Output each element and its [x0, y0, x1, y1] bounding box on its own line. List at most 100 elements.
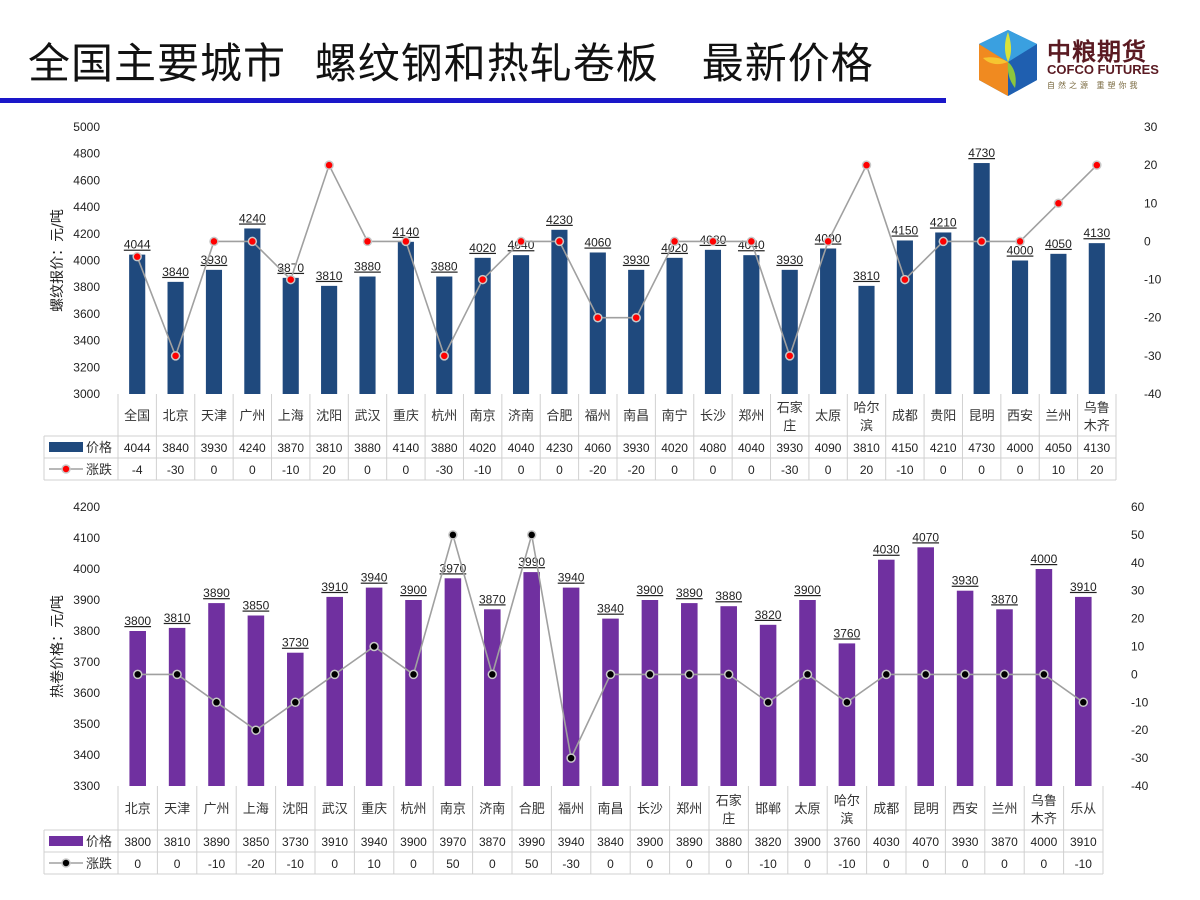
price-bar — [405, 600, 422, 786]
y-axis-title: 热卷价格：元/吨 — [50, 595, 66, 698]
price-bar — [917, 547, 934, 786]
y-axis-tick-label: 3000 — [73, 387, 100, 401]
price-bar — [666, 257, 683, 394]
table-change-cell: 0 — [174, 857, 181, 871]
change-marker — [920, 669, 931, 680]
table-price-cell: 4000 — [1031, 835, 1058, 849]
bar-data-label: 4030 — [873, 543, 900, 557]
table-price-cell: 3930 — [952, 835, 979, 849]
price-bar — [167, 281, 184, 394]
category-label: 福州 — [558, 802, 584, 817]
table-change-cell: 0 — [1017, 463, 1024, 477]
category-label: 重庆 — [361, 801, 387, 817]
change-marker — [172, 669, 182, 680]
category-label: 杭州 — [400, 802, 426, 817]
bar-data-label: 3900 — [637, 583, 664, 597]
bar-data-label: 3760 — [834, 626, 861, 640]
price-bar — [996, 609, 1013, 786]
change-marker — [477, 274, 488, 285]
category-label: 北京 — [163, 409, 189, 424]
table-change-cell: 0 — [962, 857, 969, 871]
table-price-cell: 3890 — [676, 835, 703, 849]
table-price-cell: 3840 — [597, 835, 624, 849]
y2-axis-tick-label: -20 — [1144, 311, 1162, 325]
change-line — [136, 163, 1098, 359]
price-bar — [129, 254, 146, 394]
table-change-cell: 0 — [134, 857, 141, 871]
category-label: 兰州 — [991, 802, 1017, 817]
table-price-cell: 4230 — [546, 441, 573, 455]
y-axis-tick-label: 3300 — [73, 779, 100, 793]
category-label: 南宁 — [662, 408, 688, 424]
change-marker — [362, 236, 373, 247]
change-marker — [439, 351, 450, 361]
change-marker — [999, 669, 1010, 680]
rebar-price-chart: 3000320034003600380040004200440046004800… — [43, 120, 1162, 481]
change-marker — [247, 236, 258, 247]
y-axis-tick-label: 4200 — [73, 227, 100, 241]
table-change-cell: 10 — [1052, 463, 1066, 477]
table-change-cell: -10 — [287, 857, 305, 871]
table-price-cell: 3800 — [124, 835, 151, 849]
bar-data-label: 3880 — [354, 260, 381, 274]
bar-data-label: 4230 — [546, 213, 573, 227]
y-axis-tick-label: 4800 — [73, 147, 100, 161]
category-label: 上海 — [278, 409, 304, 424]
category-label: 哈尔 — [853, 401, 879, 416]
table-change-cell: 0 — [710, 463, 717, 477]
category-label: 南京 — [440, 801, 466, 817]
table-price-cell: 3890 — [203, 835, 230, 849]
bar-data-label: 4020 — [661, 241, 688, 255]
table-price-cell: 3820 — [755, 835, 782, 849]
table-change-cell: -10 — [759, 857, 777, 871]
table-price-cell: 3880 — [715, 835, 742, 849]
legend-change-label: 涨跌 — [86, 462, 112, 478]
price-bar — [704, 249, 722, 394]
price-bar — [641, 600, 659, 786]
y-axis-tick-label: 5000 — [73, 120, 100, 134]
change-marker — [209, 236, 219, 247]
category-label: 上海 — [243, 802, 269, 817]
price-bar — [282, 277, 299, 394]
table-change-cell: -30 — [167, 463, 185, 477]
change-marker — [516, 236, 526, 247]
table-price-cell: 3880 — [354, 441, 381, 455]
bar-data-label: 3880 — [431, 260, 458, 274]
y2-axis-tick-label: 30 — [1144, 120, 1158, 134]
table-price-cell: 4020 — [661, 441, 688, 455]
table-price-cell: 3840 — [162, 441, 189, 455]
table-change-cell: 0 — [556, 463, 563, 477]
price-bar — [523, 572, 540, 786]
legend-bar-swatch — [49, 836, 83, 846]
table-change-cell: -10 — [1075, 857, 1093, 871]
change-marker — [487, 669, 498, 680]
change-marker — [861, 160, 872, 170]
table-change-cell: 0 — [489, 857, 496, 871]
price-bar — [956, 590, 974, 786]
change-marker — [802, 669, 813, 680]
table-price-cell: 4130 — [1083, 441, 1110, 455]
table-price-cell: 4150 — [892, 441, 919, 455]
table-change-cell: -4 — [132, 463, 143, 477]
price-bar — [321, 285, 338, 394]
change-marker — [132, 669, 143, 680]
bar-data-label: 3930 — [623, 253, 650, 267]
category-label: 天津 — [164, 802, 190, 817]
legend-bar-swatch — [49, 442, 83, 452]
price-bar — [602, 618, 619, 786]
y2-axis-tick-label: 10 — [1144, 196, 1158, 210]
change-marker — [881, 669, 892, 680]
category-label: 天津 — [201, 409, 227, 424]
category-label: 木齐 — [1084, 418, 1110, 434]
table-change-cell: 0 — [410, 857, 417, 871]
category-label: 南昌 — [623, 408, 649, 424]
table-price-cell: 3880 — [431, 441, 458, 455]
price-bar — [287, 652, 304, 786]
table-change-cell: 0 — [518, 463, 525, 477]
y-axis-tick-label: 4000 — [73, 254, 100, 268]
bar-data-label: 4140 — [393, 225, 420, 239]
bar-data-label: 3930 — [776, 253, 803, 267]
table-change-cell: 0 — [249, 463, 256, 477]
table-price-cell: 3810 — [164, 835, 191, 849]
table-change-cell: 0 — [725, 857, 732, 871]
